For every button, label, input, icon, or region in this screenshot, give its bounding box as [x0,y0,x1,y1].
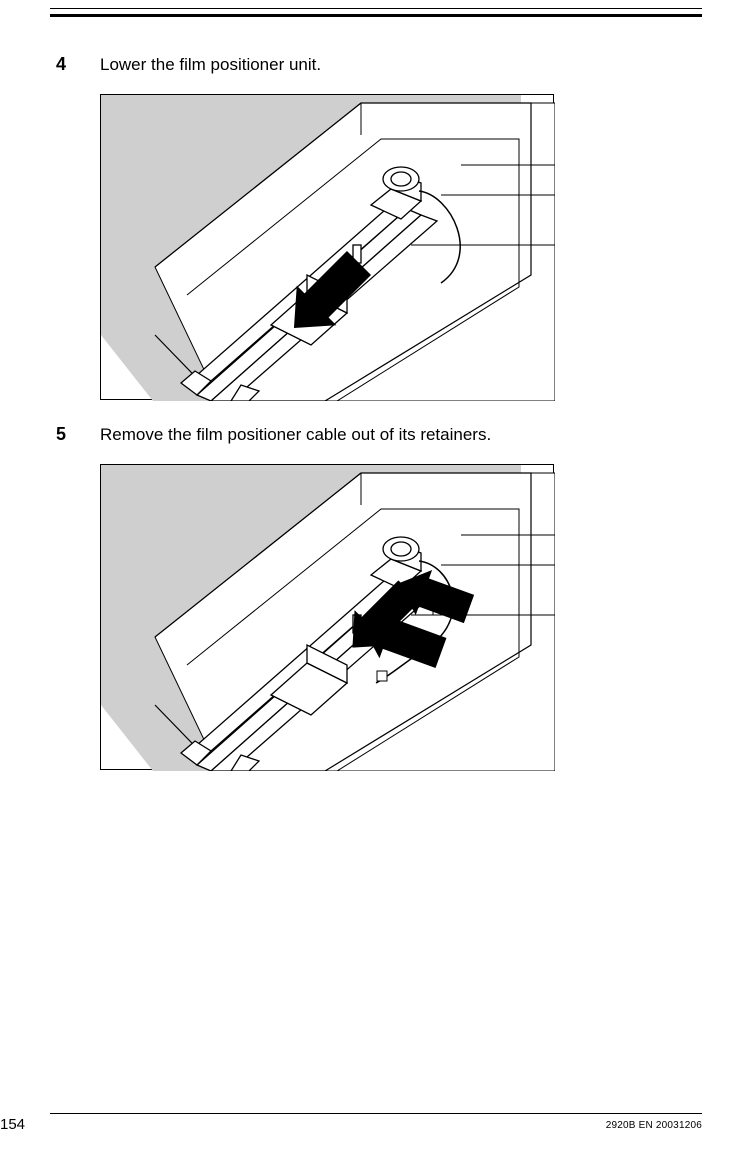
top-rule-thin [50,8,702,9]
step-text: Lower the film positioner unit. [100,54,321,76]
step-text: Remove the film positioner cable out of … [100,424,491,446]
footer-rule [50,1113,702,1114]
step-number: 5 [56,424,66,445]
figure-2 [100,464,554,770]
step-number: 4 [56,54,66,75]
page-number: 154 [0,1116,25,1133]
top-rule-thick [50,14,702,17]
figure-1 [100,94,554,400]
doc-id: 2920B EN 20031206 [606,1120,702,1131]
